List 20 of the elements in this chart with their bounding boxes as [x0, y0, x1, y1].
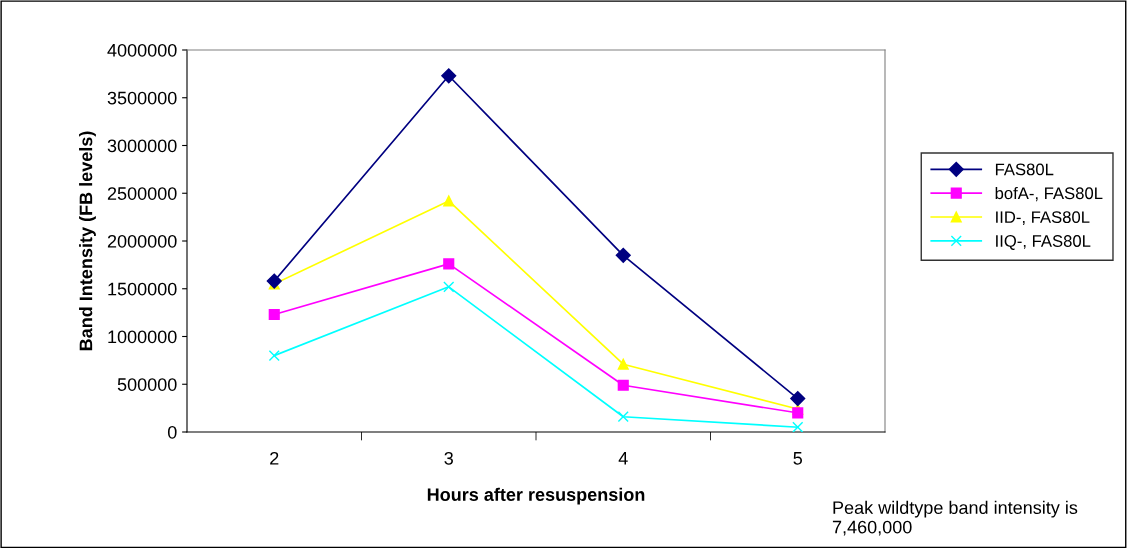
y-tick-label: 500000	[117, 378, 177, 391]
y-tick-label: 1000000	[108, 330, 177, 344]
x-tick-label: 2	[270, 451, 279, 465]
y-axis-title: Band Intensity (FB levels)	[79, 131, 96, 351]
x-tick-label: 5	[793, 452, 803, 465]
x-axis-title: Hours after resuspension	[427, 487, 645, 505]
y-tick-label: 2000000	[107, 234, 177, 248]
legend-label: FAS80L	[995, 163, 1054, 176]
x-tick-label: 3	[444, 451, 453, 465]
y-tick-label: 3500000	[107, 91, 177, 105]
x-tick-label: 4	[618, 452, 628, 465]
legend-label: IID-, FAS80L	[996, 211, 1090, 225]
y-tick-label: 4000000	[107, 43, 177, 57]
text: Peak wildtype band intensity is 7,460,000	[832, 500, 1078, 536]
legend-label: bofA-, FAS80L	[995, 186, 1103, 202]
y-tick-label: 3000000	[107, 139, 177, 153]
y-tick-label: 1500000	[108, 282, 177, 296]
legend-label: IIQ-, FAS80L	[996, 235, 1091, 250]
y-tick-label: 0	[167, 425, 177, 439]
y-tick-label: 2500000	[107, 187, 177, 200]
